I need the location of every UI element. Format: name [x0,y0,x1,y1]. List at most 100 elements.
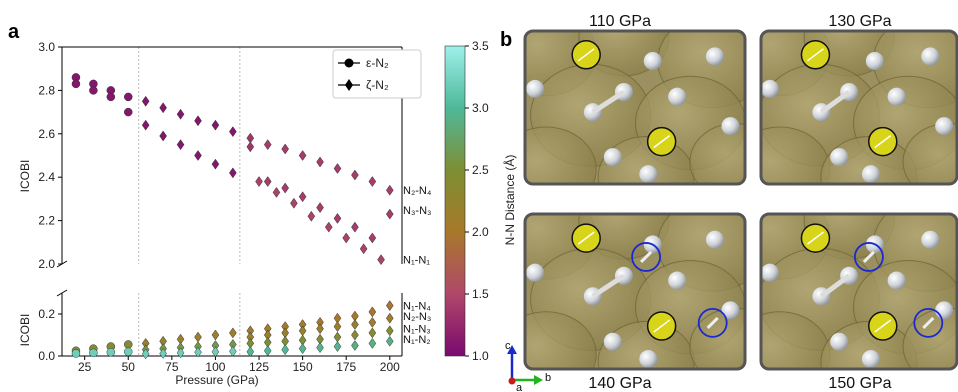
data-point-circle [106,347,116,357]
axis-c-label: c [505,340,511,352]
y-tick-label: 0.2 [38,307,55,321]
bond-label: N₁-N₄ [403,301,431,313]
data-point-diamond [385,312,394,324]
data-point-diamond [316,202,324,214]
data-point-diamond [176,108,185,120]
data-point-diamond [368,327,377,339]
data-point-diamond [194,346,202,358]
data-point-diamond [298,325,307,337]
data-point-diamond [176,139,185,151]
data-point-diamond [281,344,289,356]
colorbar-tick-label: 1.5 [472,287,489,301]
data-point-diamond [307,210,316,222]
y-tick-label: 0.0 [38,349,55,363]
structure-panel [524,30,746,185]
x-tick-label: 25 [78,360,92,374]
data-point-diamond [368,232,377,244]
data-point-diamond [385,335,394,347]
data-point-diamond [255,176,263,187]
colorbar-tick-label: 2.0 [472,225,489,239]
data-point-diamond [246,346,255,358]
data-point-diamond [211,346,220,358]
y-tick-label: 2.0 [38,257,55,271]
data-point-diamond [316,323,324,335]
data-point-diamond [246,141,255,153]
data-point-diamond [298,150,307,161]
data-point-diamond [385,325,394,337]
legend-circle-marker [344,58,354,68]
structure-panel [524,213,746,370]
data-point-diamond [368,316,377,328]
x-tick-label: 100 [205,360,225,374]
y-tick-label: 3.0 [38,40,55,54]
data-point-diamond [385,300,394,312]
data-point-diamond [333,331,342,343]
data-point-diamond [351,340,359,351]
data-point-diamond [194,331,202,343]
data-point-diamond [316,156,324,168]
bond-label: N₂-N₃ [403,311,431,323]
data-point-circle [71,79,81,89]
data-point-diamond [385,208,394,220]
data-point-diamond [159,130,167,142]
data-point-diamond [385,184,394,196]
data-point-diamond [141,95,150,107]
panel-a-label: a [8,21,20,43]
data-point-diamond [194,150,202,161]
colorbar-tick-label: 3.5 [472,39,489,53]
colorbar-tick-label: 2.5 [472,163,489,177]
data-point-diamond [263,139,272,151]
legend: ε-N₂ ζ-N₂ [332,49,422,99]
structure-title-130: 130 GPa [828,13,891,30]
data-point-circle [124,92,133,102]
data-point-diamond [229,126,237,138]
data-point-diamond [298,191,307,203]
bond-label: N₁-N₁ [403,255,430,267]
data-point-diamond [368,337,377,349]
structure-title-140: 140 GPa [588,375,651,392]
data-point-diamond [359,243,368,255]
colorbar-label: N-N Distance (Å) [502,155,517,246]
data-point-diamond [229,167,237,179]
data-point-diamond [229,327,237,339]
crystal-axes-triad: c b a [505,340,551,392]
data-point-diamond [298,343,307,355]
x-tick-label: 200 [380,360,400,374]
data-points [71,73,394,360]
x-tick-label: 75 [165,360,179,374]
data-point-diamond [368,176,377,187]
data-point-diamond [141,348,150,360]
colorbar-tick-label: 3.0 [472,101,489,115]
colorbar [444,45,466,357]
panel-b-label: b [500,29,512,51]
axis-b-label: b [545,372,551,384]
data-point-diamond [333,341,342,352]
data-point-diamond [263,345,272,357]
data-point-diamond [194,115,202,127]
data-point-diamond [316,342,324,354]
data-point-diamond [272,186,281,198]
y-tick-label: 2.4 [38,170,55,184]
data-point-diamond [211,329,220,341]
colorbar-tick-label: 1.0 [472,349,489,363]
data-point-circle [89,348,98,358]
structure-title-150: 150 GPa [828,375,891,392]
y-tick-label: 2.6 [38,127,55,141]
data-point-diamond [263,176,272,187]
data-point-diamond [333,212,342,224]
data-point-diamond [368,306,377,318]
data-point-diamond [281,182,289,194]
data-point-diamond [281,143,289,155]
data-point-circle [124,107,133,117]
bond-label: N₃-N₃ [403,205,432,217]
data-point-diamond [377,254,385,266]
data-point-diamond [159,102,167,114]
data-point-diamond [333,321,342,333]
phase-boundaries [138,47,241,356]
colorbar-ticks: 1.0 1.5 2.0 2.5 3.0 3.5 [465,39,489,363]
axis-a-label: a [516,382,523,392]
y-axis-label-top: ICOBI [18,160,32,193]
x-tick-label: 50 [122,360,136,374]
